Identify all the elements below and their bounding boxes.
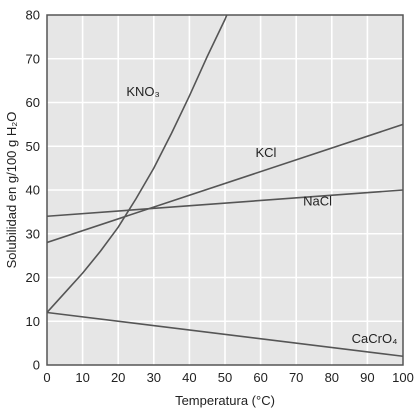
y-tick-label: 30: [26, 226, 40, 241]
x-tick-label: 70: [289, 370, 303, 385]
series-line-3: [47, 311, 403, 358]
y-tick-label: 0: [33, 358, 40, 373]
y-tick-label: 60: [26, 95, 40, 110]
x-tick-label: 30: [147, 370, 161, 385]
x-tick-label: 0: [43, 370, 50, 385]
series-line-0: [47, 15, 228, 314]
series-label: KCl: [255, 145, 276, 160]
x-tick-label: 10: [75, 370, 89, 385]
series-label: KNO₃: [126, 84, 159, 99]
x-axis-title: Temperatura (°C): [175, 393, 275, 408]
series-labels: KNO₃ KCl NaCl CaCrO₄: [126, 84, 397, 346]
grid-lines: [47, 15, 403, 365]
x-tick-label: 50: [218, 370, 232, 385]
x-tick-label: 100: [392, 370, 414, 385]
y-tick-label: 80: [26, 8, 40, 23]
x-tick-labels: 0 10 20 30 40 50 60 70 80 90 100: [43, 370, 413, 385]
series-line-1: [47, 123, 403, 244]
y-tick-label: 40: [26, 183, 40, 198]
y-tick-labels: 0 10 20 30 40 50 60 70 80: [26, 8, 40, 373]
series-line-2: [47, 189, 403, 218]
y-tick-label: 70: [26, 51, 40, 66]
y-tick-label: 10: [26, 314, 40, 329]
x-tick-label: 90: [360, 370, 374, 385]
series-label: CaCrO₄: [352, 331, 398, 346]
y-axis-title: Solubilidad en g/100 g H₂O: [4, 112, 19, 269]
x-tick-label: 40: [182, 370, 196, 385]
series-lines: [47, 15, 403, 358]
x-tick-label: 20: [111, 370, 125, 385]
series-label: NaCl: [303, 193, 332, 208]
x-tick-label: 60: [253, 370, 267, 385]
y-tick-label: 50: [26, 139, 40, 154]
x-tick-label: 80: [325, 370, 339, 385]
plot-frame: [46, 14, 404, 366]
y-tick-label: 20: [26, 270, 40, 285]
